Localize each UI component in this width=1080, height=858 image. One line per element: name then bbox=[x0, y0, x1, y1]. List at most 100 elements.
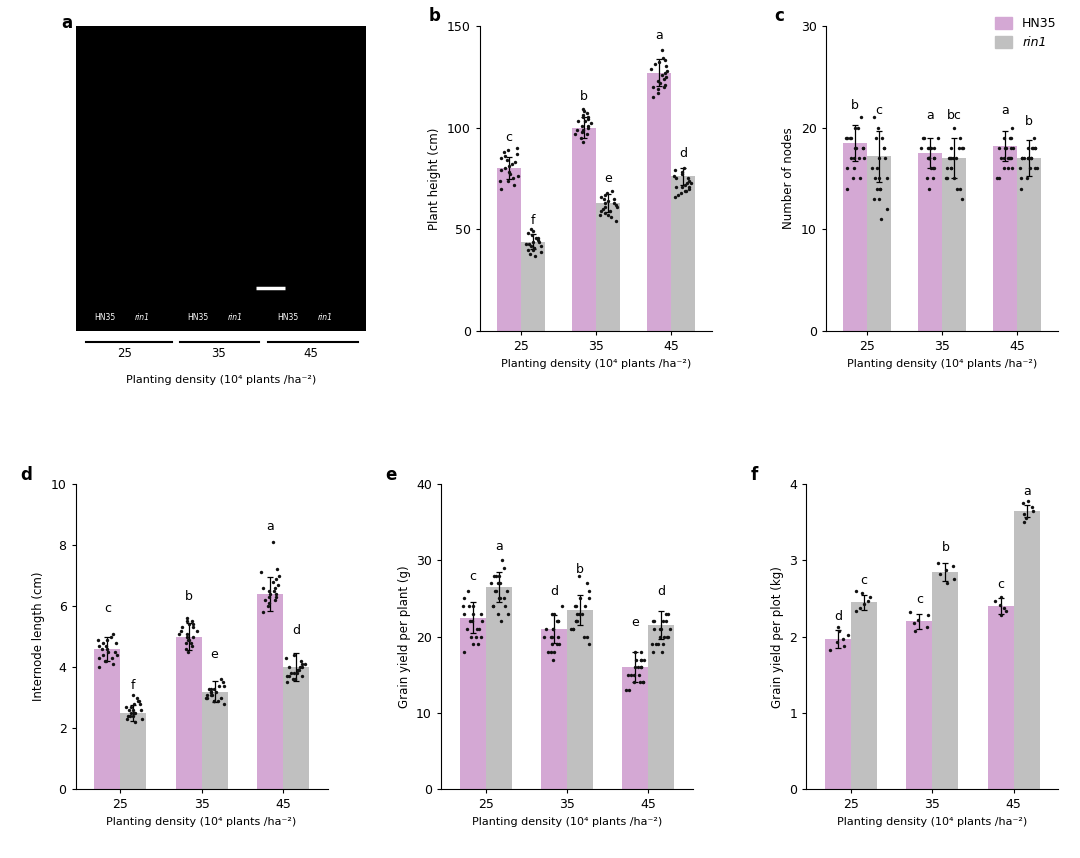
Point bbox=[489, 607, 507, 620]
Point bbox=[205, 694, 222, 708]
Point bbox=[550, 614, 567, 628]
Point bbox=[997, 141, 1014, 154]
Point bbox=[489, 577, 507, 590]
X-axis label: Planting density (10⁴ plants /ha⁻²): Planting density (10⁴ plants /ha⁻²) bbox=[847, 359, 1037, 369]
Point bbox=[653, 43, 671, 57]
Point bbox=[282, 667, 299, 680]
Point bbox=[464, 637, 482, 651]
Point bbox=[872, 182, 889, 196]
Point bbox=[522, 222, 539, 236]
Point bbox=[865, 111, 882, 124]
Point bbox=[946, 572, 963, 586]
Point bbox=[864, 161, 881, 175]
Point bbox=[486, 584, 503, 598]
Point bbox=[653, 645, 671, 659]
Point bbox=[1025, 131, 1042, 145]
Point bbox=[498, 584, 515, 598]
Point bbox=[993, 608, 1010, 622]
Point bbox=[854, 141, 872, 154]
Point bbox=[659, 630, 676, 644]
Bar bbox=[257, 594, 283, 789]
Point bbox=[94, 648, 111, 662]
Point bbox=[945, 559, 962, 573]
Point bbox=[568, 614, 585, 628]
Point bbox=[680, 179, 698, 193]
Point bbox=[548, 614, 565, 628]
Point bbox=[575, 108, 592, 122]
Point bbox=[920, 151, 937, 165]
Point bbox=[526, 249, 543, 263]
Point bbox=[606, 192, 623, 206]
Point bbox=[919, 151, 936, 165]
Point bbox=[850, 151, 867, 165]
Point bbox=[1022, 161, 1039, 175]
Point bbox=[673, 179, 690, 193]
Point bbox=[680, 173, 698, 187]
Text: 45: 45 bbox=[303, 347, 319, 360]
Point bbox=[620, 668, 637, 681]
Point bbox=[622, 668, 639, 681]
Point bbox=[941, 151, 958, 165]
Point bbox=[929, 131, 946, 145]
Point bbox=[508, 148, 525, 161]
Point bbox=[633, 661, 650, 674]
Point bbox=[914, 131, 931, 145]
Point bbox=[595, 202, 612, 216]
Point bbox=[1023, 151, 1040, 165]
Point bbox=[568, 607, 585, 620]
Point bbox=[569, 115, 586, 129]
Point bbox=[278, 651, 295, 665]
Point bbox=[120, 703, 137, 716]
Point bbox=[630, 668, 647, 681]
Point bbox=[665, 170, 683, 184]
Point bbox=[491, 577, 509, 590]
Point bbox=[456, 607, 473, 620]
Point bbox=[996, 601, 1013, 614]
Point bbox=[846, 161, 863, 175]
Point bbox=[118, 700, 135, 714]
Point bbox=[852, 111, 869, 124]
Bar bbox=[521, 242, 545, 331]
Point bbox=[578, 577, 595, 590]
Bar bbox=[851, 602, 877, 789]
Point bbox=[215, 675, 232, 689]
Point bbox=[211, 679, 228, 692]
Point bbox=[188, 624, 205, 637]
Text: c: c bbox=[916, 593, 923, 606]
Point bbox=[842, 131, 860, 145]
Point bbox=[676, 178, 693, 191]
Point bbox=[456, 645, 473, 659]
Point bbox=[991, 590, 1009, 604]
Point bbox=[267, 590, 284, 604]
Point bbox=[178, 630, 195, 644]
Point bbox=[1002, 151, 1020, 165]
Point bbox=[267, 593, 284, 607]
Point bbox=[119, 712, 136, 726]
Point bbox=[178, 612, 195, 625]
Point bbox=[658, 59, 675, 73]
Point bbox=[608, 198, 625, 212]
Point bbox=[666, 164, 684, 178]
Point bbox=[460, 599, 477, 613]
Point bbox=[657, 614, 674, 628]
Point bbox=[1001, 151, 1018, 165]
Point bbox=[954, 192, 971, 206]
Point bbox=[568, 614, 585, 628]
Text: rin1: rin1 bbox=[319, 313, 333, 322]
Point bbox=[566, 127, 583, 141]
Point bbox=[879, 202, 896, 216]
Point bbox=[667, 172, 685, 185]
Point bbox=[847, 605, 864, 619]
Text: c: c bbox=[876, 105, 882, 118]
Point bbox=[656, 72, 673, 86]
Point bbox=[91, 661, 108, 674]
Point bbox=[945, 121, 962, 135]
Point bbox=[288, 667, 306, 680]
Point bbox=[254, 581, 271, 595]
Point bbox=[469, 622, 486, 636]
Y-axis label: Plant height (cm): Plant height (cm) bbox=[429, 127, 442, 230]
Point bbox=[656, 66, 673, 80]
Point bbox=[666, 190, 684, 203]
Point bbox=[199, 691, 216, 704]
Point bbox=[103, 630, 120, 644]
